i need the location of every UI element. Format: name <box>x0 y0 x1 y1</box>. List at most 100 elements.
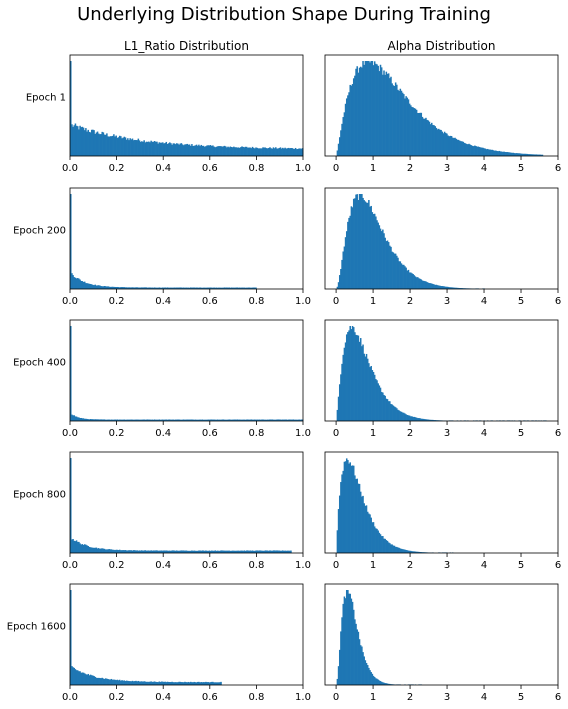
histogram-bar <box>199 419 201 421</box>
histogram-bar <box>236 147 239 156</box>
histogram-bar <box>359 491 362 553</box>
histogram-bar <box>177 682 179 685</box>
histogram-bar <box>412 416 414 421</box>
histogram-bar <box>488 149 490 156</box>
histogram-bar <box>417 551 419 553</box>
histogram-bar <box>138 140 141 156</box>
histogram-bar <box>139 141 142 156</box>
x-tick-label: 3 <box>444 692 450 703</box>
histogram-bar <box>134 419 136 421</box>
histogram-bar <box>199 682 201 685</box>
histogram-bar <box>370 61 372 156</box>
histogram-bar <box>109 286 112 289</box>
histogram-bar <box>249 287 251 289</box>
histogram-bar <box>420 279 423 289</box>
histogram-bar <box>194 682 197 685</box>
histogram-bar <box>100 286 102 289</box>
histogram-bar <box>115 549 117 553</box>
histogram-bar <box>433 284 435 289</box>
histogram-bar <box>286 419 289 421</box>
histogram-bar <box>180 143 183 156</box>
histogram-bar <box>207 419 209 421</box>
histogram-bar <box>244 550 247 553</box>
histogram-bar <box>172 143 175 156</box>
histogram-bar <box>344 461 347 553</box>
x-tick-label: 0.0 <box>62 428 78 439</box>
histogram-bar <box>352 198 355 289</box>
row-label: Epoch 400 <box>13 357 66 368</box>
histogram-bar <box>141 141 143 156</box>
histogram-bar <box>160 287 163 289</box>
histogram-bar <box>380 681 383 685</box>
histogram-bar <box>289 419 291 421</box>
histogram-bar <box>135 140 137 156</box>
histogram-bar <box>376 64 378 156</box>
histogram-bar <box>426 282 428 289</box>
histogram-bar <box>465 143 468 156</box>
histogram-bar <box>379 387 382 421</box>
histogram-bar <box>121 287 123 289</box>
histogram-bar <box>520 153 523 156</box>
histogram-bar <box>143 681 145 685</box>
histogram-bar <box>94 133 96 156</box>
histogram-bar <box>111 679 114 685</box>
histogram-bar <box>75 540 78 553</box>
histogram-bar <box>122 550 124 553</box>
histogram-bar <box>94 419 96 421</box>
axes-frame <box>69 451 304 554</box>
histogram-bar <box>426 119 428 156</box>
histogram-bar <box>268 147 270 156</box>
histogram-bar <box>124 137 127 156</box>
histogram-bar <box>347 95 349 156</box>
histogram-bar <box>421 552 424 553</box>
histogram-bar <box>389 543 391 553</box>
histogram-bar <box>233 287 235 289</box>
histogram-bar <box>87 419 89 421</box>
histogram-bar <box>186 550 189 553</box>
histogram-bar <box>241 419 243 421</box>
histogram-bar <box>265 148 268 156</box>
histogram-bar <box>373 374 376 421</box>
x-tick-label: 0.4 <box>155 163 171 174</box>
histogram-bar <box>213 682 215 685</box>
histogram-bar <box>414 108 417 156</box>
histogram-bar <box>403 264 405 289</box>
x-tick-label: 0.2 <box>109 428 125 439</box>
histogram-bar <box>215 287 218 289</box>
histogram-bar <box>407 415 410 421</box>
histogram-bar <box>220 419 222 421</box>
histogram-bar <box>390 246 392 289</box>
histogram-bar <box>386 683 389 685</box>
histogram-bar <box>97 677 100 685</box>
histogram-bar <box>277 419 279 421</box>
histogram-bar <box>390 684 392 685</box>
histogram-bar <box>121 419 123 421</box>
histogram-bar <box>148 550 150 553</box>
histogram-bar <box>362 197 364 289</box>
histogram-bar <box>366 61 369 156</box>
histogram-bar <box>475 146 477 156</box>
histogram-bar <box>92 284 94 289</box>
histogram-bar <box>248 147 250 156</box>
histogram-bar <box>384 683 386 685</box>
histogram-bar <box>122 137 124 156</box>
histogram-bar <box>252 419 255 421</box>
histogram-bar <box>123 287 126 289</box>
histogram-bar <box>348 463 350 553</box>
histogram-bar <box>116 286 119 289</box>
histogram-bar <box>271 550 274 553</box>
histogram-bar <box>115 135 117 156</box>
histogram-bar <box>206 287 208 289</box>
histogram-bar <box>500 151 503 156</box>
histogram-bar <box>411 106 413 156</box>
histogram-bar <box>392 545 395 553</box>
histogram-bar <box>414 551 417 553</box>
histogram-bar <box>86 674 88 685</box>
histogram-bar <box>386 540 389 553</box>
histogram-bar <box>231 147 234 156</box>
histogram-bar <box>179 287 182 289</box>
histogram-bar <box>128 681 130 685</box>
histogram-bar <box>73 415 76 421</box>
histogram-bar <box>380 391 383 421</box>
